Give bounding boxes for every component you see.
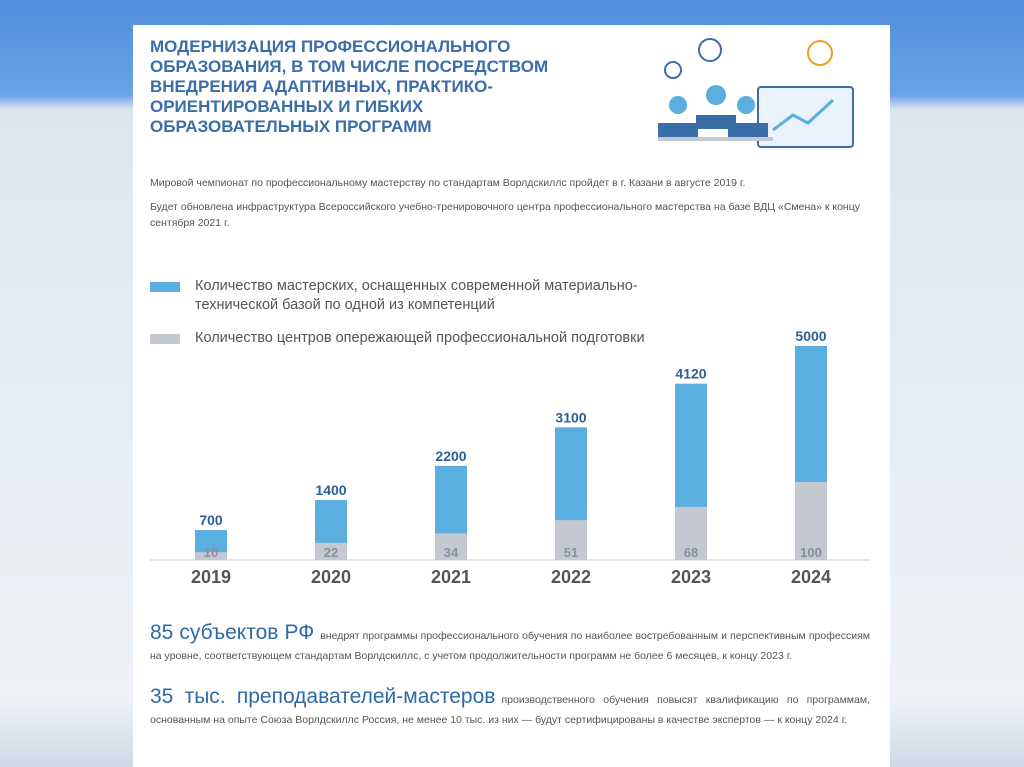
value-label: 4120 xyxy=(675,366,706,382)
value-label: 22 xyxy=(324,545,338,560)
fact-lead: 35 тыс. преподавателей-мастеров xyxy=(150,685,496,708)
title-line: МОДЕРНИЗАЦИЯ ПРОФЕССИОНАЛЬНОГО xyxy=(150,37,511,56)
fact-text: внедрят программы профессионального обуч… xyxy=(150,630,870,662)
bar xyxy=(315,542,347,560)
chart: 700 10 2019 1400 22 2020 2200 34 2021 3100 51 2022 4… xyxy=(150,330,870,587)
x-tick-label: 2019 xyxy=(191,567,231,587)
value-label: 68 xyxy=(684,545,698,560)
x-tick-label: 2021 xyxy=(431,567,471,587)
title: МОДЕРНИЗАЦИЯ ПРОФЕССИОНАЛЬНОГО ОБРАЗОВАНИ… xyxy=(150,37,548,137)
intro-text: Будет обновлена инфраструктура Всероссий… xyxy=(150,201,860,229)
x-tick-label: 2024 xyxy=(791,567,831,587)
value-label: 700 xyxy=(199,512,223,528)
legend-item: Количество центров опережающей профессио… xyxy=(150,329,755,348)
value-label: 1400 xyxy=(315,482,346,498)
legend-label: Количество центров опережающей профессио… xyxy=(195,330,645,346)
title-line: ВНЕДРЕНИЯ АДАПТИВНЫХ, ПРАКТИКО- xyxy=(150,77,493,96)
legend-swatch xyxy=(150,282,180,292)
bar xyxy=(195,552,227,560)
bar xyxy=(435,533,467,560)
fact-text: производственного обучения повысят квали… xyxy=(150,694,870,726)
bar xyxy=(675,506,707,560)
panel: МОДЕРНИЗАЦИЯ ПРОФЕССИОНАЛЬНОГО ОБРАЗОВАНИ… xyxy=(133,25,890,767)
x-tick-label: 2020 xyxy=(311,567,351,587)
fact: 35 тыс. преподавателей-мастеров производс… xyxy=(150,685,870,730)
value-label: 51 xyxy=(564,545,578,560)
value-label: 10 xyxy=(204,545,218,560)
legend-swatch xyxy=(150,334,180,344)
legend-item: Количество мастерских, оснащенных соврем… xyxy=(150,277,665,315)
value-label: 100 xyxy=(800,545,822,560)
x-tick-label: 2023 xyxy=(671,567,711,587)
fact-lead: 85 субъектов РФ xyxy=(150,621,315,644)
fact: 85 субъектов РФ внедрят программы професс… xyxy=(150,621,870,666)
value-label: 5000 xyxy=(795,330,826,344)
title-line: ОРИЕНТИРОВАННЫХ И ГИБКИХ xyxy=(150,97,424,116)
value-label: 2200 xyxy=(435,448,466,464)
legend-label: Количество мастерских, оснащенных соврем… xyxy=(195,278,638,313)
value-label: 34 xyxy=(444,545,459,560)
title-line: ОБРАЗОВАТЕЛЬНЫХ ПРОГРАММ xyxy=(150,117,432,136)
value-label: 3100 xyxy=(555,409,586,425)
intro-text: Мировой чемпионат по профессиональному м… xyxy=(150,177,746,189)
illustration xyxy=(658,38,854,148)
bar xyxy=(795,481,827,560)
bar xyxy=(555,520,587,560)
title-line: ОБРАЗОВАНИЯ, В ТОМ ЧИСЛЕ ПОСРЕДСТВОМ xyxy=(150,57,549,76)
x-tick-label: 2022 xyxy=(551,567,591,587)
